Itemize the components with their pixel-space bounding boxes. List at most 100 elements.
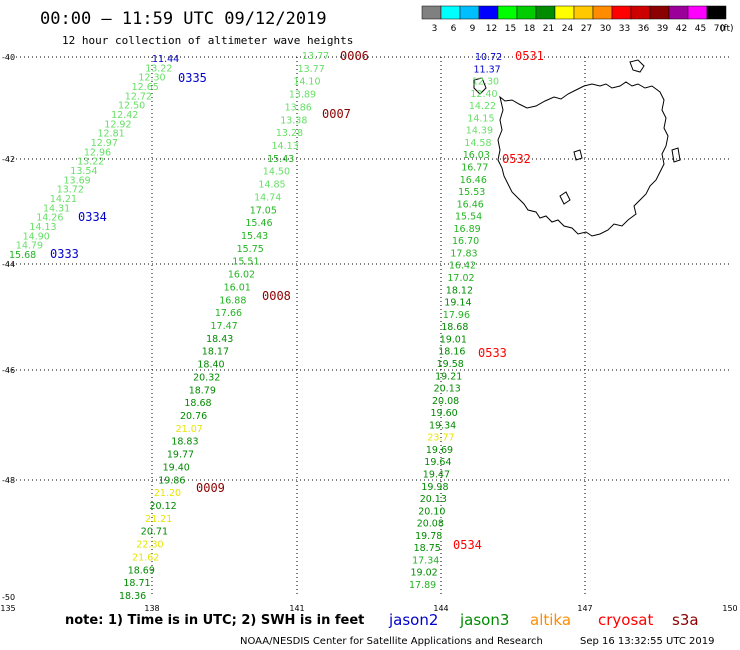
wave-height-tracks: 11.4413.2212.3012.6512.7212.5012.4212.92…	[9, 51, 502, 602]
wave-height-value: 14.21	[50, 194, 77, 205]
lake-2	[573, 149, 583, 161]
color-scale-tick: 39	[657, 24, 669, 34]
wave-height-value: 17.34	[412, 555, 439, 566]
wave-height-value: 17.83	[450, 249, 477, 260]
color-swatch	[687, 5, 708, 20]
wave-height-value: 15.68	[9, 250, 36, 261]
pass-label: 0333	[50, 247, 79, 261]
wave-height-value: 21.21	[145, 514, 172, 525]
wave-height-value: 16.02	[228, 270, 255, 281]
wave-height-value: 21.62	[132, 552, 159, 563]
tasmania-island-east	[671, 147, 681, 163]
wave-height-value: 18.12	[446, 285, 473, 296]
wave-height-value: 11.44	[152, 54, 179, 65]
wave-height-value: 12.30	[472, 77, 499, 88]
wave-height-value: 19.34	[429, 420, 456, 431]
wave-height-value: 14.50	[263, 167, 290, 178]
lon-label: 135	[0, 604, 15, 613]
wave-height-value: 20.08	[432, 396, 459, 407]
wave-height-value: 22.30	[136, 540, 163, 551]
wave-height-value: 19.78	[415, 531, 442, 542]
pass-label: 0533	[478, 346, 507, 360]
wave-height-value: 12.97	[91, 138, 118, 149]
wave-height-value: 13.77	[302, 51, 329, 62]
wave-height-value: 14.85	[258, 180, 285, 191]
color-scale-tick: 24	[562, 24, 574, 34]
wave-height-value: 23.77	[427, 433, 454, 444]
wave-height-value: 13.22	[77, 157, 104, 168]
wave-height-value: 14.74	[254, 192, 281, 203]
wave-height-value: 14.26	[36, 213, 63, 224]
pass-label: 0534	[453, 538, 482, 552]
wave-height-value: 12.92	[104, 119, 131, 130]
wave-height-value: 20.13	[420, 494, 447, 505]
wave-height-value: 13.86	[285, 102, 312, 113]
wave-height-value: 14.10	[293, 77, 320, 88]
lat-label: -40	[2, 53, 15, 62]
wave-height-value: 16.88	[219, 295, 246, 306]
wave-height-value: 20.13	[434, 384, 461, 395]
color-swatch	[592, 5, 613, 20]
color-swatch	[535, 5, 556, 20]
wave-height-value: 17.47	[211, 321, 238, 332]
legend-cryosat: cryosat	[598, 611, 653, 629]
lat-label: -48	[2, 476, 15, 485]
wave-height-value: 19.69	[426, 445, 453, 456]
wave-height-value: 15.51	[232, 257, 259, 268]
color-scale-tick: 3	[432, 24, 438, 34]
wave-height-value: 18.83	[171, 437, 198, 448]
wave-height-value: 15.54	[455, 212, 482, 223]
color-scale-tick: 70	[714, 24, 726, 34]
legend-jason3: jason3	[459, 611, 509, 629]
wave-height-value: 13.89	[289, 90, 316, 101]
wave-height-value: 18.68	[441, 322, 468, 333]
color-scale-tick: 33	[619, 24, 630, 34]
wave-height-value: 19.86	[158, 475, 185, 486]
lon-label: 141	[289, 604, 304, 613]
color-swatch	[668, 5, 689, 20]
wave-height-value: 16.70	[452, 236, 479, 247]
wave-height-value: 14.22	[469, 101, 496, 112]
wave-height-value: 14.58	[464, 138, 491, 149]
track-west: 11.4413.2212.3012.6512.7212.5012.4212.92…	[9, 54, 179, 261]
wave-height-value: 18.71	[123, 578, 150, 589]
map-title: 00:00 – 11:59 UTC 09/12/2019	[40, 9, 327, 29]
color-scale-tick: 36	[638, 24, 650, 34]
legend-s3a: s3a	[672, 611, 699, 629]
wave-height-value: 16.77	[461, 163, 488, 174]
wave-height-value: 20.12	[150, 501, 177, 512]
lat-label: -44	[2, 260, 15, 269]
wave-height-value: 17.66	[215, 308, 242, 319]
color-scale-tick: 21	[543, 24, 554, 34]
wave-height-value: 18.17	[202, 347, 229, 358]
color-swatch	[554, 5, 575, 20]
wave-height-value: 13.69	[64, 175, 91, 186]
wave-height-value: 19.14	[444, 298, 471, 309]
color-swatch	[630, 5, 651, 20]
pass-label: 0009	[196, 481, 225, 495]
color-scale-tick: 45	[695, 24, 706, 34]
wave-height-value: 15.43	[241, 231, 268, 242]
footer-timestamp: Sep 16 13:32:55 UTC 2019	[580, 636, 714, 647]
lon-label: 144	[433, 604, 448, 613]
wave-height-value: 14.13	[272, 141, 299, 152]
wave-height-value: 19.77	[167, 450, 194, 461]
wave-height-value: 14.90	[23, 231, 50, 242]
wave-height-value: 12.96	[84, 147, 111, 158]
legend-altika: altika	[530, 611, 571, 629]
color-swatch	[497, 5, 518, 20]
lake-1	[559, 191, 571, 205]
wave-height-value: 18.16	[438, 347, 465, 358]
color-swatch	[516, 5, 537, 20]
wave-height-value: 19.58	[437, 359, 464, 370]
wave-height-value: 15.75	[237, 244, 264, 255]
color-scale-tick: 12	[486, 24, 497, 34]
wave-height-value: 21.07	[176, 424, 203, 435]
color-scale-unit: (ft)	[720, 24, 734, 34]
wave-height-value: 19.40	[163, 462, 190, 473]
wave-height-value: 17.89	[409, 580, 436, 591]
pass-label: 0008	[262, 289, 291, 303]
wave-height-value: 19.01	[440, 334, 467, 345]
wave-height-value: 13.54	[70, 166, 97, 177]
wave-height-value: 19.98	[421, 482, 448, 493]
